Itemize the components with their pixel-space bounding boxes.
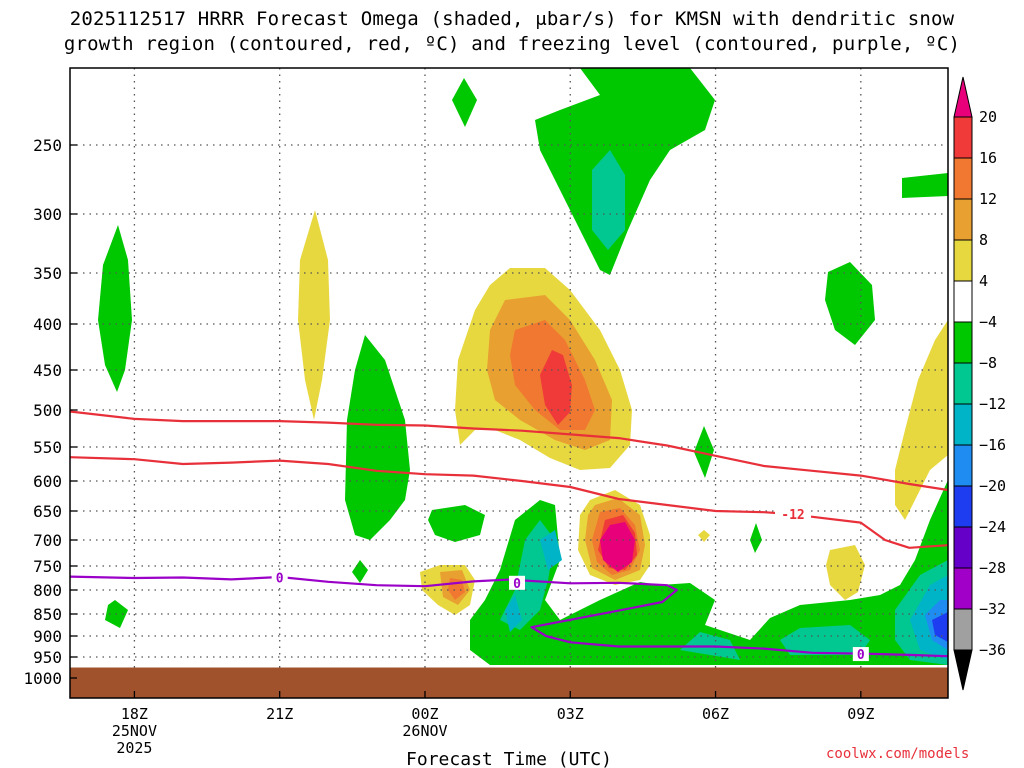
chart-title-line-1: 2025112517 HRRR Forecast Omega (shaded, … bbox=[69, 8, 955, 30]
y-tick-label: 450 bbox=[33, 361, 62, 380]
y-tick-label: 550 bbox=[33, 438, 62, 457]
omega-region-darkblue bbox=[932, 612, 948, 642]
contour-label: -12 bbox=[781, 508, 804, 523]
contour-freezing-level bbox=[70, 575, 948, 658]
x-tick-label: 18Z bbox=[121, 705, 148, 723]
x-tick-label: 03Z bbox=[557, 705, 584, 723]
omega-region-teal bbox=[592, 150, 625, 250]
omega-region-green bbox=[345, 335, 410, 540]
terrain-layer bbox=[70, 667, 948, 698]
colorbar-bin bbox=[953, 198, 973, 241]
omega-region-green bbox=[902, 173, 948, 198]
y-tick-label: 600 bbox=[33, 472, 62, 491]
y-tick-label: 500 bbox=[33, 401, 62, 420]
colorbar-bin bbox=[953, 403, 973, 446]
colorbar-label: −32 bbox=[979, 600, 1006, 618]
y-tick-label: 700 bbox=[33, 531, 62, 550]
x-tick-date-label: 26NOV bbox=[402, 722, 447, 740]
omega-region-magenta bbox=[600, 522, 635, 572]
contour-label-bg bbox=[775, 506, 812, 521]
omega-region-green bbox=[98, 225, 132, 392]
omega-region-green bbox=[470, 480, 948, 665]
x-axis-label: Forecast Time (UTC) bbox=[406, 749, 612, 768]
omega-region-yellow bbox=[298, 210, 330, 420]
y-tick-label: 400 bbox=[33, 315, 62, 334]
contour-label-bg bbox=[271, 570, 288, 585]
omega-region-green bbox=[352, 560, 368, 583]
colorbar-bin bbox=[953, 567, 973, 610]
colorbar-label: 8 bbox=[979, 231, 988, 249]
x-tick-date-label: 25NOV bbox=[112, 722, 157, 740]
colorbar-bin bbox=[953, 444, 973, 487]
y-tick-label: 650 bbox=[33, 502, 62, 521]
colorbar-bottom-arrow bbox=[953, 649, 973, 691]
y-tick-label: 950 bbox=[33, 648, 62, 667]
contour-label: 0 bbox=[513, 577, 521, 592]
colorbar-label: −4 bbox=[979, 313, 997, 331]
x-tick-label: 09Z bbox=[847, 705, 874, 723]
omega-region-green bbox=[750, 523, 762, 553]
contour-label-bg bbox=[852, 647, 869, 662]
colorbar-label: −8 bbox=[979, 354, 997, 372]
colorbar-bin bbox=[953, 362, 973, 405]
contour-dendritic-lower bbox=[70, 456, 948, 549]
y-tick-label: 750 bbox=[33, 557, 62, 576]
omega-region-green bbox=[428, 505, 485, 542]
x-tick-label: 06Z bbox=[702, 705, 729, 723]
chart-title-line-2: growth region (contoured, red, ºC) and f… bbox=[63, 33, 961, 55]
y-tick-label: 250 bbox=[33, 136, 62, 155]
omega-region-green bbox=[452, 78, 477, 127]
grid-lines bbox=[70, 68, 948, 668]
colorbar-bin bbox=[953, 239, 973, 282]
colorbar-label: −20 bbox=[979, 477, 1006, 495]
x-tick-label: 21Z bbox=[266, 705, 293, 723]
colorbar-label: 20 bbox=[979, 108, 997, 126]
contour-dendritic-upper bbox=[70, 410, 948, 492]
colorbar-label: 4 bbox=[979, 272, 988, 290]
omega-region-yellow bbox=[826, 545, 865, 600]
contour-lines: -12 0 0 0 bbox=[70, 410, 948, 663]
x-tick-label: 00Z bbox=[411, 705, 438, 723]
colorbar-bin bbox=[953, 526, 973, 569]
plot-frame bbox=[69, 67, 949, 699]
contour-label: 0 bbox=[857, 648, 865, 663]
colorbar-bin bbox=[953, 608, 973, 651]
colorbar-bin bbox=[953, 280, 973, 323]
colorbar-bin bbox=[953, 321, 973, 364]
colorbar-bin bbox=[953, 157, 973, 200]
omega-shading bbox=[98, 68, 948, 665]
y-tick-label: 850 bbox=[33, 605, 62, 624]
colorbar: 20 16 12 8 4 −4 −8 −12 −16 −20 −24 −28 −32 −36 bbox=[953, 76, 1006, 691]
y-tick-label: 800 bbox=[33, 581, 62, 600]
omega-region-teal bbox=[780, 625, 870, 655]
contour-label-bg bbox=[508, 575, 525, 590]
colorbar-label: −36 bbox=[979, 641, 1006, 659]
colorbar-label: −12 bbox=[979, 395, 1006, 413]
contour-label: 0 bbox=[276, 572, 284, 587]
omega-region-yellow bbox=[698, 530, 710, 542]
y-axis: 250 300 350 400 450 500 550 600 650 700 750 800 850 9… bbox=[23, 136, 77, 688]
y-tick-label: 300 bbox=[33, 205, 62, 224]
terrain-fill bbox=[70, 667, 948, 698]
x-tick-year-label: 2025 bbox=[116, 739, 152, 757]
colorbar-label: −28 bbox=[979, 559, 1006, 577]
colorbar-bin bbox=[953, 485, 973, 528]
credit-link[interactable]: coolwx.com/models bbox=[826, 746, 970, 762]
colorbar-label: −24 bbox=[979, 518, 1006, 536]
omega-region-green bbox=[694, 426, 714, 478]
y-tick-label: 350 bbox=[33, 264, 62, 283]
omega-region-red bbox=[540, 350, 572, 425]
omega-region-green bbox=[535, 68, 715, 275]
colorbar-label: −16 bbox=[979, 436, 1006, 454]
colorbar-bin bbox=[953, 116, 973, 159]
colorbar-label: 12 bbox=[979, 190, 997, 208]
y-tick-label: 1000 bbox=[23, 669, 62, 688]
colorbar-top-arrow bbox=[953, 76, 973, 118]
omega-region-yellow bbox=[895, 320, 948, 520]
colorbar-label: 16 bbox=[979, 149, 997, 167]
omega-region-green bbox=[825, 262, 875, 345]
y-tick-label: 900 bbox=[33, 627, 62, 646]
